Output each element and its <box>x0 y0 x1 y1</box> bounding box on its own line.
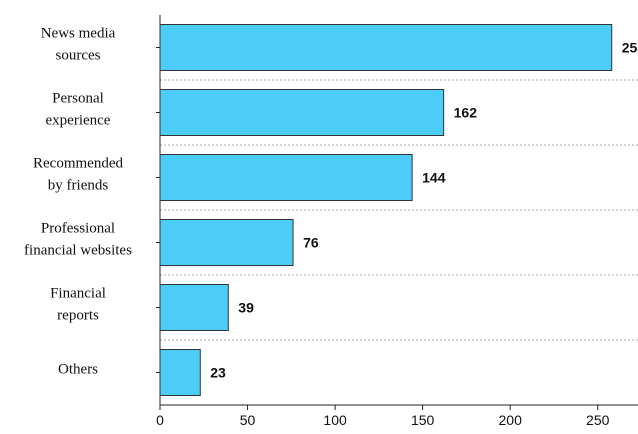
x-tick-label: 250 <box>586 412 610 428</box>
value-label: 144 <box>422 170 446 186</box>
bar <box>159 24 613 71</box>
bar <box>159 89 445 136</box>
y-tick-label: Professional financial websites <box>24 221 132 259</box>
x-tick-label: 50 <box>240 412 256 428</box>
y-tick-label: Personal experience <box>46 91 111 129</box>
value-label: 39 <box>238 300 254 316</box>
x-tick-label: 150 <box>411 412 435 428</box>
value-label: 258 <box>622 40 638 56</box>
bar <box>159 284 229 331</box>
y-tick-label: News media sources <box>41 26 116 64</box>
y-tick-label: Financial reports <box>50 286 106 324</box>
y-tick-label: Recommended by friends <box>33 156 123 194</box>
bar <box>159 219 294 266</box>
bar <box>159 349 201 396</box>
value-label: 76 <box>303 235 319 251</box>
x-tick-label: 100 <box>323 412 347 428</box>
y-tick-label: Others <box>58 362 98 378</box>
x-tick-label: 200 <box>499 412 523 428</box>
value-label: 23 <box>210 365 226 381</box>
value-label: 162 <box>454 105 478 121</box>
bar <box>159 154 413 201</box>
x-tick-label: 0 <box>156 412 164 428</box>
